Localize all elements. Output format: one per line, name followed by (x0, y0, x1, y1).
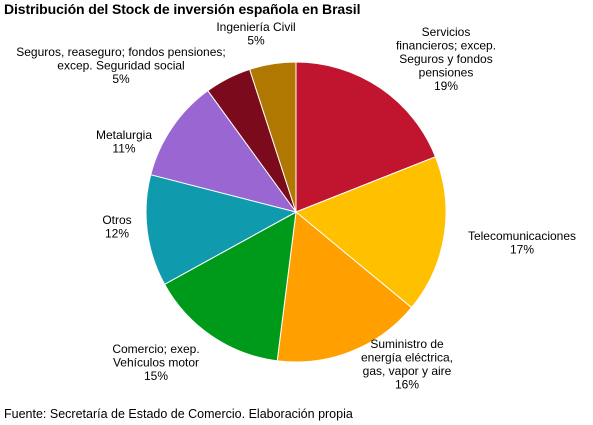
chart-source-note: Fuente: Secretaría de Estado de Comercio… (4, 407, 353, 421)
slice-name-line: Otros (102, 213, 131, 227)
pie-slice (295, 156, 447, 309)
slice-label: Seguros, reaseguro; fondos pensiones; exc… (16, 45, 225, 86)
slice-name-line: Seguros y fondos (399, 52, 492, 66)
pie-slice (163, 211, 297, 362)
slice-name-line: Ingeniería Civil (216, 20, 295, 34)
slice-name-line: Metalurgia (96, 128, 152, 142)
slice-label: Ingeniería Civil 5% (216, 20, 295, 48)
slice-label: Comercio; exep. Vehículos motor 15% (112, 342, 199, 383)
slice-name-line: financieros; excep. (396, 39, 496, 53)
slice-percent: 19% (434, 79, 458, 93)
slice-name-line: gas, vapor y aire (363, 364, 452, 378)
pie-slice (276, 211, 413, 363)
slice-name-line: Suministro de (370, 337, 444, 351)
slice-name-line: Comercio; exep. (112, 342, 199, 356)
slice-name-line: energía eléctrica, (361, 351, 453, 365)
pie-slice (249, 61, 297, 213)
slice-label: Otros 12% (102, 213, 131, 241)
pie-labels: Servicios financieros; excep. Seguros y fo… (16, 20, 576, 392)
slice-label: Metalurgia 11% (96, 128, 152, 156)
slice-name-line: pensiones (419, 66, 474, 80)
pie-slice (145, 174, 298, 285)
slice-percent: 5% (112, 72, 130, 86)
slice-label: Telecomunicaciones 17% (468, 229, 576, 257)
slice-percent: 5% (247, 34, 265, 48)
slice-name-line: Servicios (422, 25, 471, 39)
chart-title: Distribución del Stock de inversión espa… (4, 1, 361, 17)
slice-label: Suministro de energía eléctrica, gas, vapo… (361, 337, 453, 392)
slice-percent: 12% (105, 227, 129, 241)
slice-name-line: Vehículos motor (113, 356, 199, 370)
slice-label: Servicios financieros; excep. Seguros y fo… (396, 25, 496, 93)
slice-percent: 16% (395, 378, 419, 392)
pie-slices (145, 61, 447, 363)
slice-name-line: excep. Seguridad social (57, 59, 184, 73)
slice-percent: 15% (144, 369, 168, 383)
slice-percent: 17% (510, 243, 534, 257)
pie-slice (295, 61, 437, 213)
slice-name-line: Seguros, reaseguro; fondos pensiones; (16, 45, 225, 59)
slice-name-line: Telecomunicaciones (468, 229, 576, 243)
pie-slice (150, 89, 298, 213)
slice-percent: 11% (112, 142, 135, 156)
